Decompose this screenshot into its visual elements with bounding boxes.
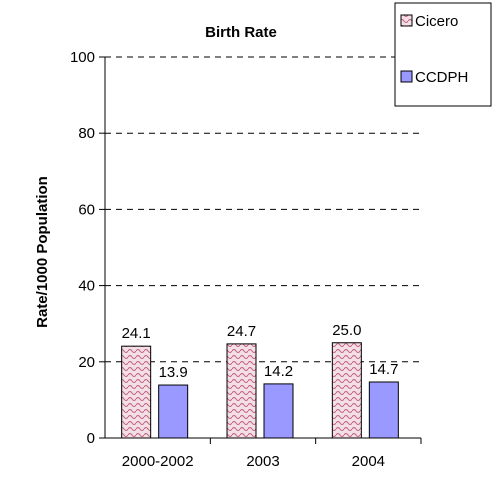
data-label-cicero-0: 24.1	[122, 325, 151, 342]
legend: Cicero CCDPH	[394, 2, 492, 107]
legend-swatch-cicero	[400, 14, 413, 27]
y-tick-label-60: 60	[78, 201, 95, 218]
legend-label-ccdph: CCDPH	[415, 69, 468, 86]
data-label-cicero-1: 24.7	[227, 323, 256, 340]
y-tick-label-100: 100	[70, 49, 95, 66]
bar-cicero-1	[226, 343, 257, 439]
x-tick-label-2: 2004	[352, 453, 385, 470]
y-tick-label-0: 0	[87, 430, 95, 447]
bar-ccdph-2	[368, 381, 399, 439]
bar-cicero-0	[121, 345, 152, 439]
x-tick-label-1: 2003	[246, 453, 279, 470]
bar-cicero-2	[331, 342, 362, 439]
bar-ccdph-0	[158, 384, 189, 439]
legend-swatch-ccdph	[400, 70, 413, 83]
y-axis-title: Rate/1000 Population	[34, 176, 51, 328]
chart-title: Birth Rate	[205, 24, 277, 41]
data-label-cicero-2: 25.0	[332, 322, 361, 339]
data-label-ccdph-0: 13.9	[159, 364, 188, 381]
bar-ccdph-1	[263, 383, 294, 439]
x-tick-label-0: 2000-2002	[122, 453, 194, 470]
y-tick-label-80: 80	[78, 125, 95, 142]
data-label-ccdph-2: 14.7	[369, 361, 398, 378]
y-tick-label-20: 20	[78, 354, 95, 371]
y-tick-label-40: 40	[78, 278, 95, 295]
legend-label-cicero: Cicero	[415, 13, 458, 30]
plot-area: 0 20 40 60 80 100 2000-2002 24.1 13.9 2003 24.7 14.…	[70, 49, 422, 470]
data-label-ccdph-1: 14.2	[264, 363, 293, 380]
